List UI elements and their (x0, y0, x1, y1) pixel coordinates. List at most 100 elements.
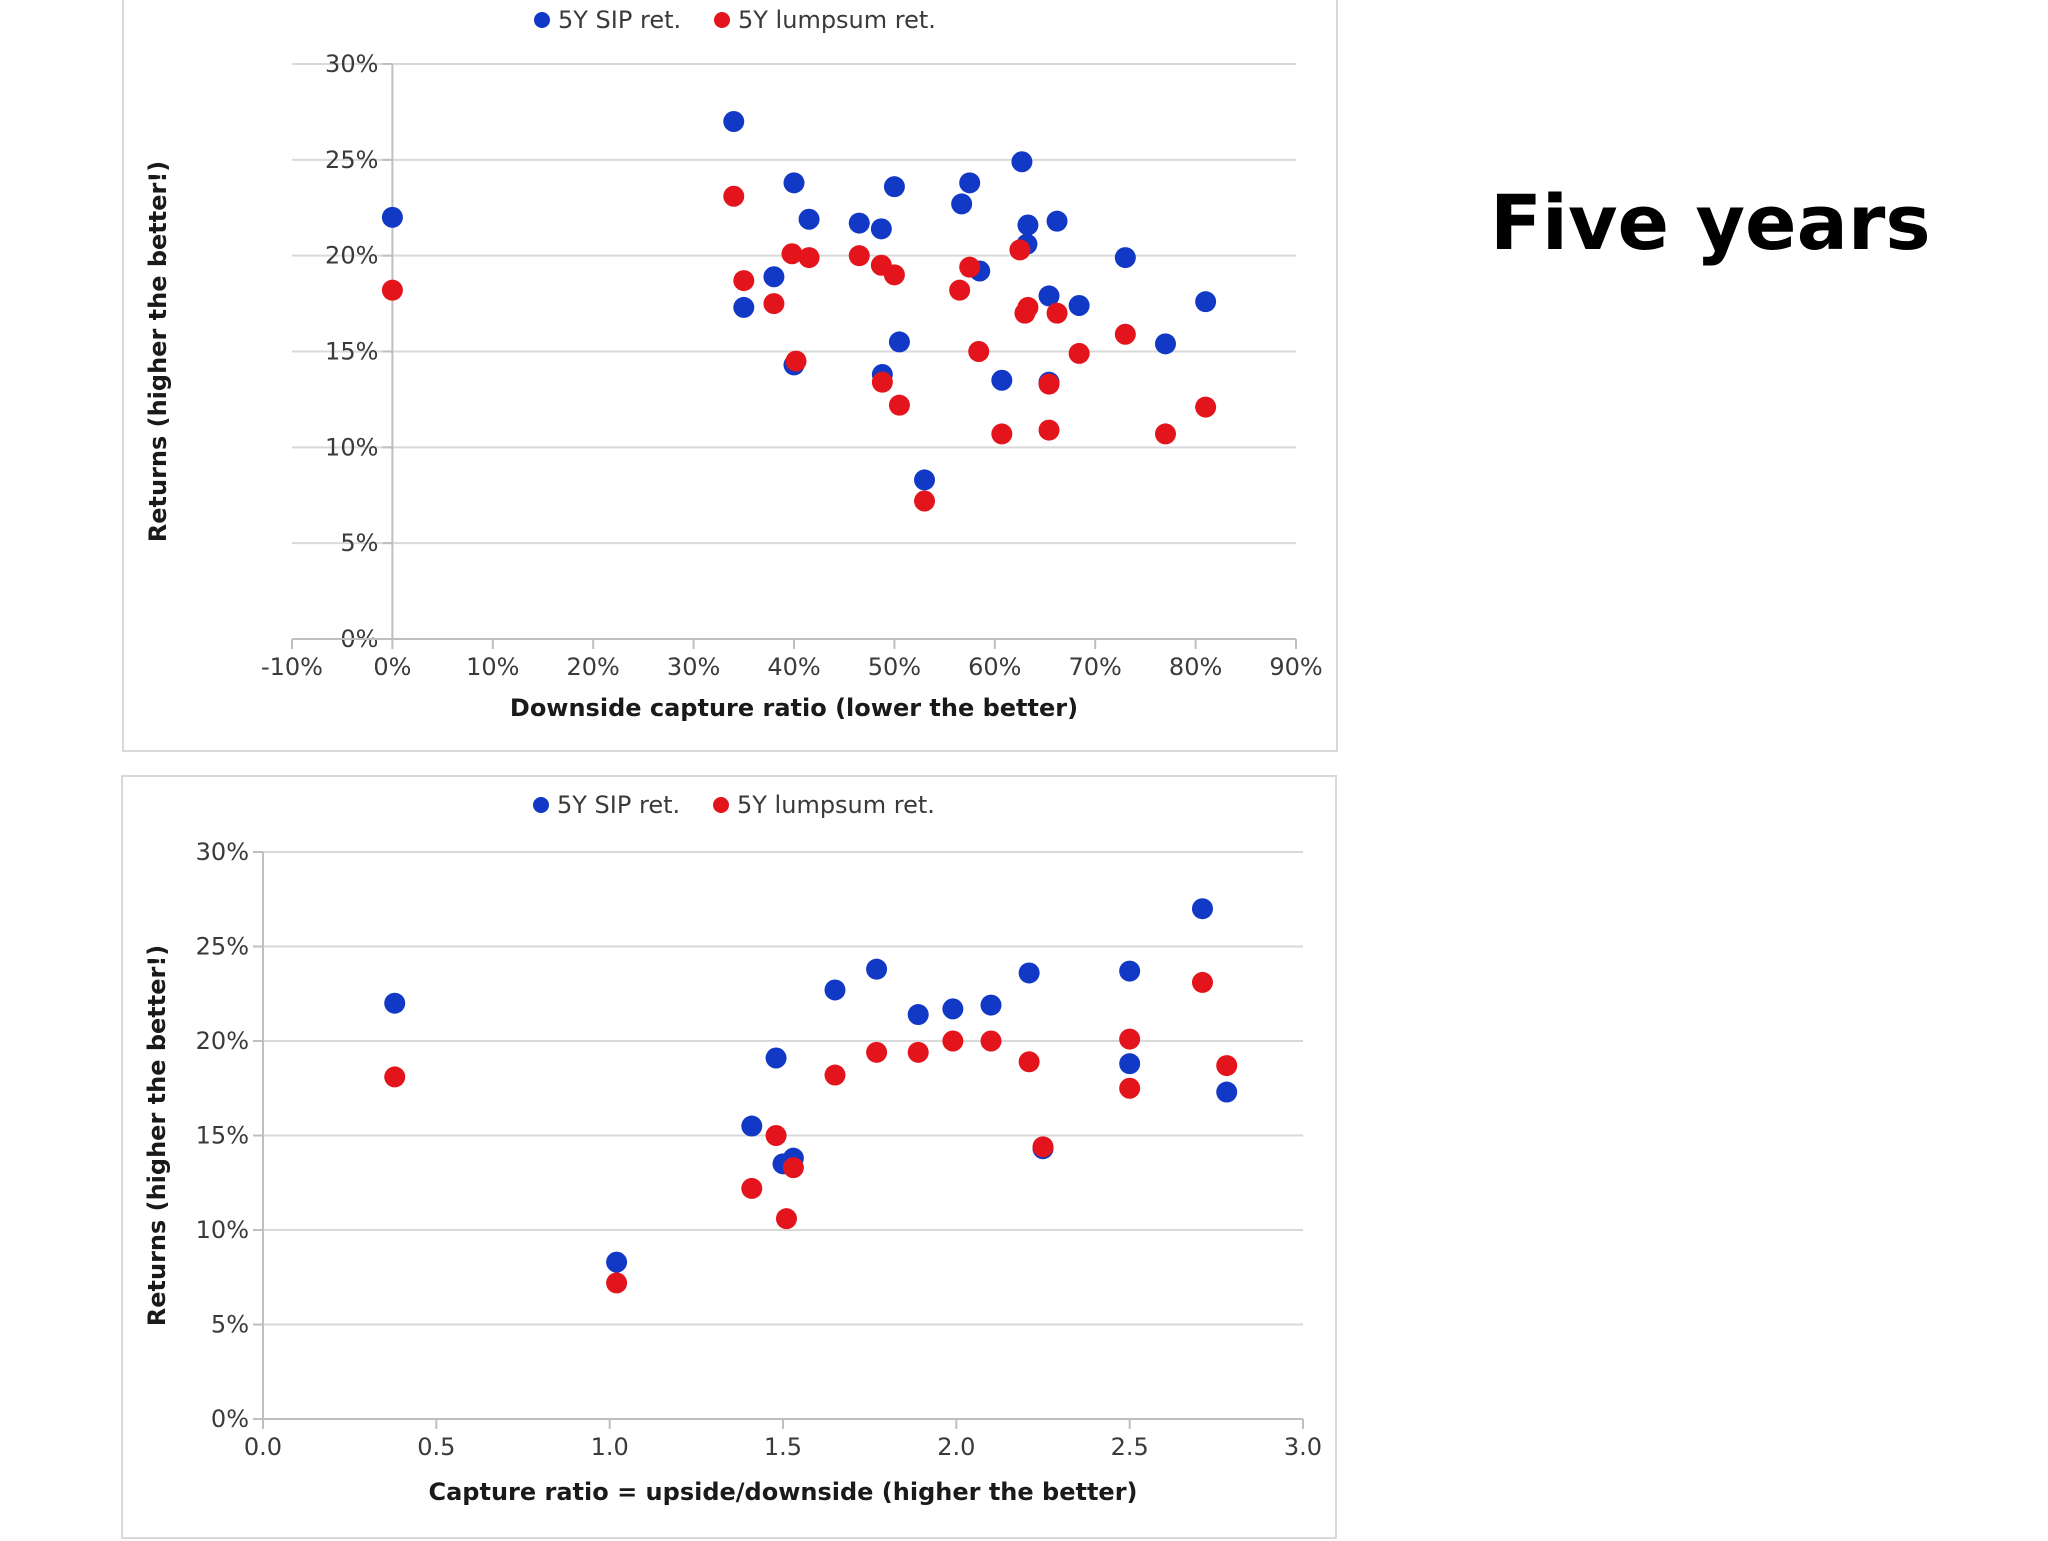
sip-point (384, 992, 406, 1014)
x-tick-label: 60% (968, 653, 1021, 681)
legend-label-lumpsum: 5Y lumpsum ret. (737, 791, 935, 819)
sip-point (783, 172, 805, 194)
x-tick-label: 40% (767, 653, 820, 681)
lumpsum-point (866, 1041, 888, 1063)
y-tick-label: 20% (325, 242, 378, 270)
y-tick-label: 20% (196, 1027, 249, 1055)
y-axis-title: Returns (higher the better!) (143, 945, 171, 1327)
lumpsum-point (775, 1208, 797, 1230)
sip-point (1154, 333, 1176, 355)
lumpsum-point (959, 256, 981, 278)
lumpsum-point (949, 279, 971, 301)
x-tick-label: 1.0 (591, 1433, 629, 1461)
lumpsum-point (733, 270, 755, 292)
sip-point (1191, 898, 1213, 920)
lumpsum-point (907, 1041, 929, 1063)
lumpsum-point (1119, 1077, 1141, 1099)
x-tick-label: 80% (1169, 653, 1222, 681)
lumpsum-point (741, 1177, 763, 1199)
sip-point (980, 994, 1002, 1016)
sip-point (883, 176, 905, 198)
slide-title: Five years (1490, 178, 1931, 267)
lumpsum-point (763, 293, 785, 315)
sip-point (1011, 151, 1033, 173)
lumpsum-point (606, 1272, 628, 1294)
lumpsum-point (1216, 1055, 1238, 1077)
lumpsum-point (1046, 302, 1068, 324)
y-tick-label: 0% (211, 1405, 249, 1433)
legend-label-sip: 5Y SIP ret. (557, 791, 680, 819)
y-tick-label: 30% (325, 50, 378, 78)
chart-panel-downside: 0% 5% 10% 15% 20% 25% 30% -10% 0% 10% 20% 30% 40% 50%… (122, 0, 1338, 752)
sip-point (870, 218, 892, 240)
x-tick-label: 30% (667, 653, 720, 681)
x-tick-label: 20% (567, 653, 620, 681)
sip-point (1017, 214, 1039, 236)
lumpsum-point (991, 423, 1013, 445)
legend-marker-sip (534, 12, 550, 28)
lumpsum-point (871, 371, 893, 393)
legend-label-sip: 5Y SIP ret. (558, 6, 681, 34)
sip-point (824, 979, 846, 1001)
lumpsum-point (968, 341, 990, 362)
legend-label-lumpsum: 5Y lumpsum ret. (738, 6, 936, 34)
legend-marker-lumpsum (714, 12, 730, 28)
y-tick-label: 10% (325, 433, 378, 461)
lumpsum-point (1032, 1136, 1054, 1158)
sip-point (733, 296, 755, 318)
lumpsum-point (384, 1066, 406, 1088)
y-tick-label: 30% (196, 838, 249, 866)
lumpsum-point (1038, 373, 1060, 395)
sip-point (765, 1047, 787, 1069)
x-tick-label: 70% (1069, 653, 1122, 681)
x-axis-title: Capture ratio = upside/downside (higher … (429, 1478, 1138, 1506)
y-axis-title: Returns (higher the better!) (144, 161, 172, 543)
lumpsum-point (883, 264, 905, 286)
lumpsum-point (1195, 396, 1217, 418)
lumpsum-point (781, 243, 803, 265)
sip-point (1046, 210, 1068, 232)
lumpsum-point (785, 350, 807, 372)
sip-point (1119, 960, 1141, 982)
y-tick-label: 5% (211, 1311, 249, 1339)
lumpsum-point (1009, 239, 1031, 261)
lumpsum-point (888, 394, 910, 416)
lumpsum-point (914, 490, 936, 512)
lumpsum-point (980, 1030, 1002, 1052)
y-tick-label: 10% (196, 1216, 249, 1244)
lumpsum-point (765, 1125, 787, 1146)
y-tick-label: 25% (325, 146, 378, 174)
x-tick-label: 50% (868, 653, 921, 681)
sip-point (848, 212, 870, 234)
sip-point (1216, 1081, 1238, 1103)
x-tick-label: 90% (1269, 653, 1322, 681)
y-tick-label: 15% (196, 1122, 249, 1150)
x-tick-label: 0% (373, 653, 411, 681)
sip-point (798, 208, 820, 230)
lumpsum-point (1017, 296, 1039, 318)
lumpsum-point (798, 247, 820, 269)
lumpsum-point (942, 1030, 964, 1052)
sip-point (1114, 247, 1136, 269)
sip-point (888, 331, 910, 353)
lumpsum-point (1018, 1051, 1040, 1073)
x-tick-label: 3.0 (1284, 1433, 1322, 1461)
x-tick-label: 10% (466, 653, 519, 681)
lumpsum-point (1038, 419, 1060, 441)
lumpsum-point (1154, 423, 1176, 445)
lumpsum-point (782, 1157, 804, 1179)
y-tick-label: 15% (325, 338, 378, 366)
sip-point (951, 193, 973, 215)
scatter-chart-capture-ratio: 0% 5% 10% 15% 20% 25% 30% 0.0 0.5 1.0 1.5 2.0 2.5 3.0… (143, 791, 1322, 1506)
lumpsum-point (381, 279, 403, 301)
x-tick-label: 0.5 (417, 1433, 455, 1461)
legend-marker-lumpsum (713, 797, 729, 813)
lumpsum-point (824, 1064, 846, 1086)
sip-point (1068, 295, 1090, 316)
lumpsum-point (1114, 323, 1136, 345)
sip-point (1038, 285, 1060, 307)
lumpsum-point (848, 245, 870, 267)
sip-point (763, 266, 785, 288)
lumpsum-point (1119, 1028, 1141, 1050)
x-tick-label: 2.5 (1111, 1433, 1149, 1461)
